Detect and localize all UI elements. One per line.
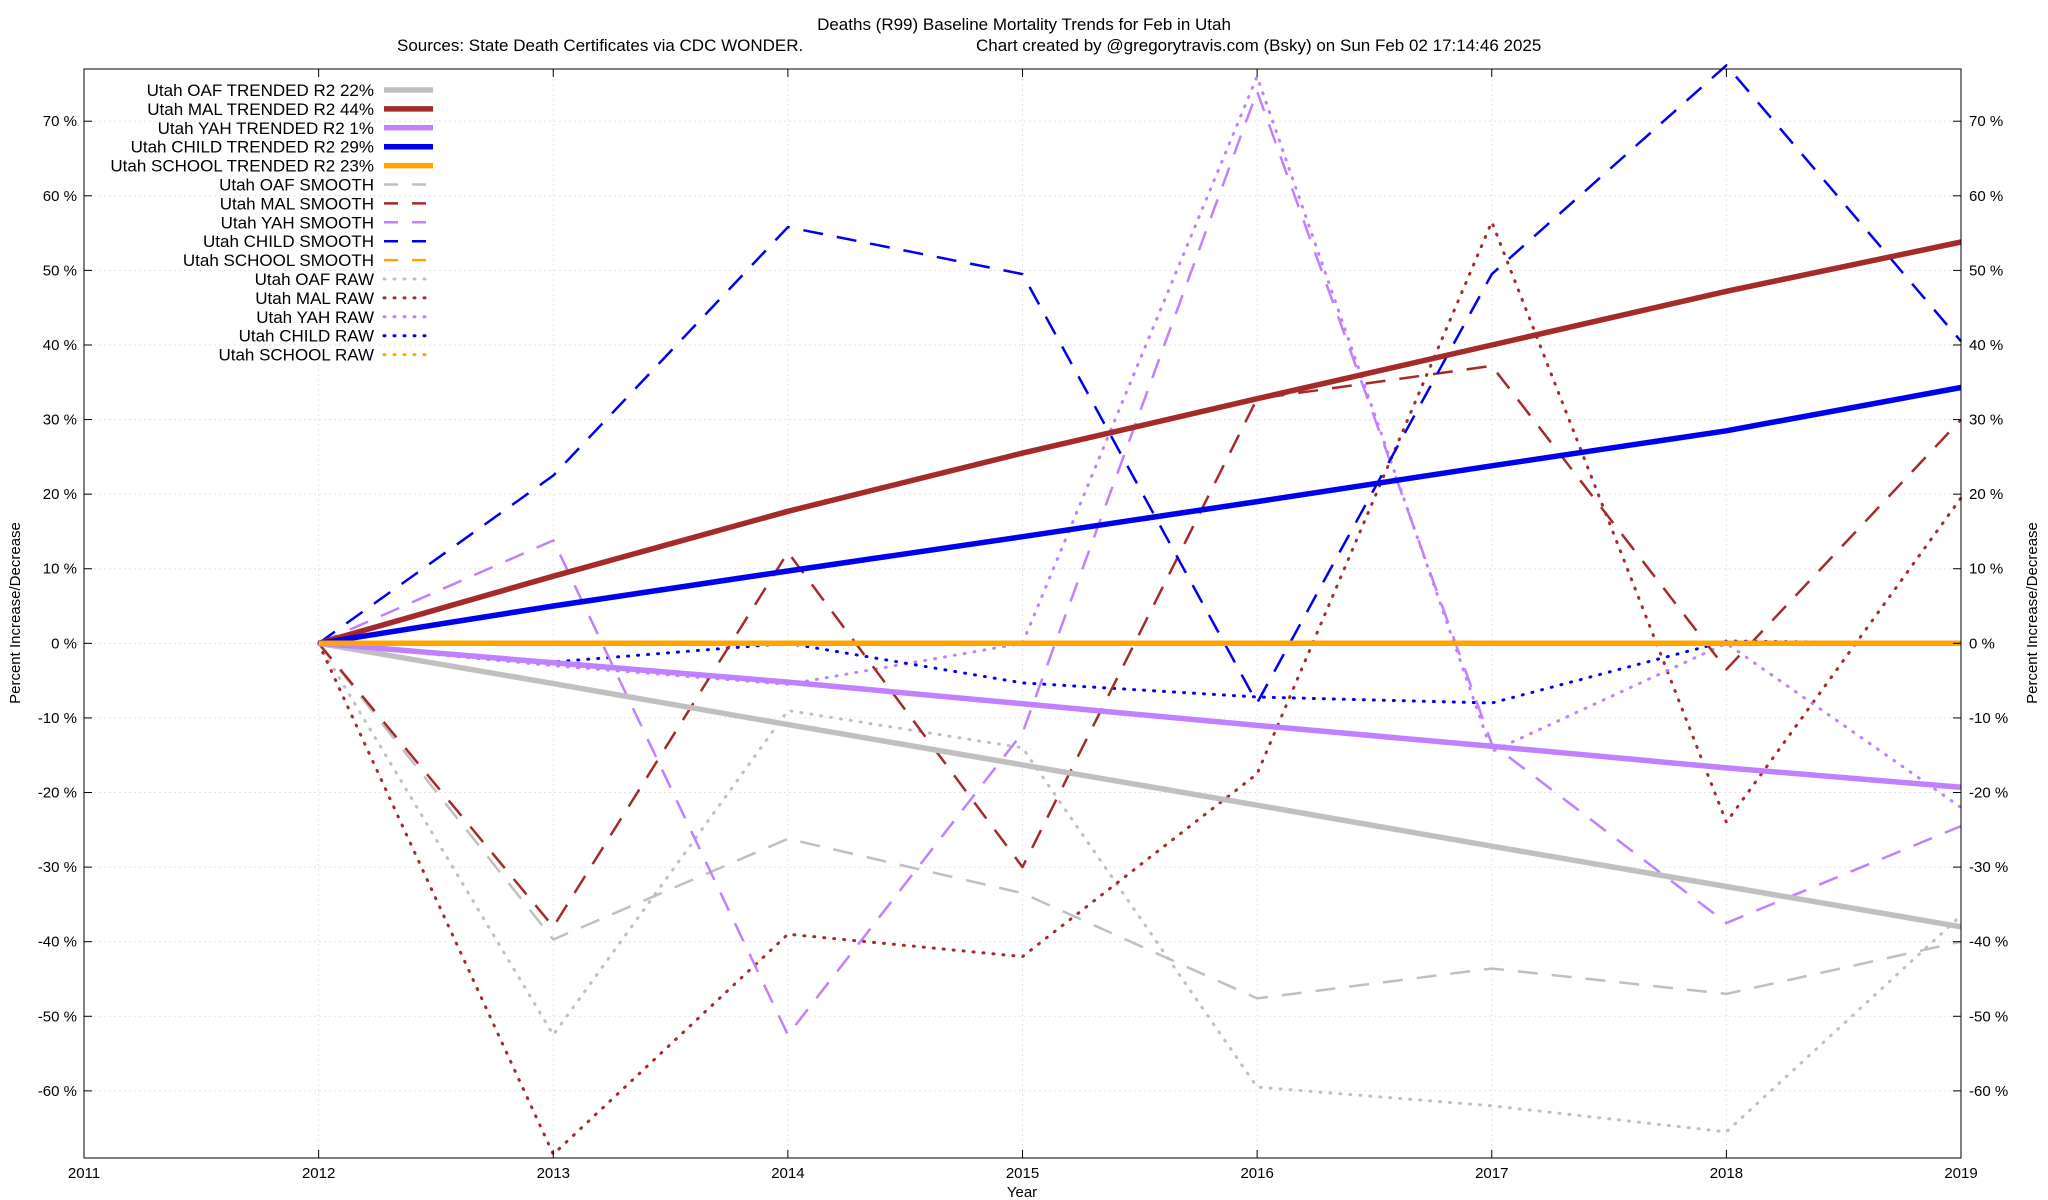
legend-label-utah-child-smooth: Utah CHILD SMOOTH [203, 232, 374, 251]
series-line-utah-mal-trended-r2 [317, 239, 1962, 646]
x-tick-label-2015: 2015 [1006, 1165, 1039, 1182]
series-line-utah-oaf-smooth [317, 642, 1962, 1000]
legend: Utah OAF TRENDED R2 22%Utah MAL TRENDED … [110, 81, 435, 365]
series-line-utah-mal-smooth [317, 364, 1962, 929]
grid-lines [84, 69, 1961, 1158]
y-axis-label-left: Percent Increase/Decrease [7, 522, 24, 704]
legend-label-utah-school-raw: Utah SCHOOL RAW [218, 346, 374, 365]
legend-label-utah-oaf-raw: Utah OAF RAW [255, 270, 374, 289]
y-tick-label-left--10: -10 % [38, 710, 77, 727]
series-line-utah-child-trended-r2 [318, 384, 1962, 647]
legend-label-utah-oaf-smooth: Utah OAF SMOOTH [219, 176, 374, 195]
chart-title: Deaths (R99) Baseline Mortality Trends f… [817, 15, 1231, 34]
legend-label-utah-mal-trended-r2: Utah MAL TRENDED R2 44% [147, 100, 374, 119]
legend-label-utah-child-raw: Utah CHILD RAW [239, 327, 374, 346]
series-line-utah-child-raw [317, 639, 1963, 705]
y-tick-label-right--30: -30 % [1969, 859, 2008, 876]
series-line-utah-oaf-raw [317, 641, 1963, 1134]
y-tick-label-right-10: 10 % [1969, 561, 2003, 578]
y-tick-label-left--40: -40 % [38, 934, 77, 951]
legend-label-utah-oaf-trended-r2: Utah OAF TRENDED R2 22% [147, 81, 374, 100]
y-tick-label-right-20: 20 % [1969, 486, 2003, 503]
y-tick-label-right-60: 60 % [1969, 188, 2003, 205]
legend-label-utah-yah-trended-r2: Utah YAH TRENDED R2 1% [158, 119, 374, 138]
series-line-utah-yah-trended-r2 [318, 640, 1962, 791]
y-tick-label-right--10: -10 % [1969, 710, 2008, 727]
series-line-utah-child-smooth [317, 64, 1962, 705]
y-tick-label-left-30: 30 % [43, 412, 77, 429]
series-line-utah-yah-smooth [318, 90, 1962, 1037]
y-tick-label-left-70: 70 % [43, 113, 77, 130]
y-tick-label-left-0: 0 % [51, 635, 77, 652]
legend-label-utah-yah-raw: Utah YAH RAW [256, 308, 374, 327]
y-tick-label-left-20: 20 % [43, 486, 77, 503]
series-line-utah-oaf-trended-r2 [318, 640, 1962, 930]
axis-ticks: 2011 2012 2013 2014 2015 2016 2017 2018 2019 70 %… [38, 69, 2008, 1182]
y-tick-label-right--20: -20 % [1969, 785, 2008, 802]
x-tick-label-2018: 2018 [1710, 1165, 1743, 1182]
y-tick-label-right-50: 50 % [1969, 262, 2003, 279]
legend-label-utah-mal-smooth: Utah MAL SMOOTH [220, 194, 374, 213]
y-tick-label-right--50: -50 % [1969, 1008, 2008, 1025]
y-tick-label-left-40: 40 % [43, 337, 77, 354]
y-tick-label-left--30: -30 % [38, 859, 77, 876]
x-tick-label-2013: 2013 [537, 1165, 570, 1182]
y-tick-label-left--20: -20 % [38, 785, 77, 802]
y-tick-label-left-10: 10 % [43, 561, 77, 578]
x-tick-label-2016: 2016 [1240, 1165, 1273, 1182]
x-tick-label-2014: 2014 [771, 1165, 804, 1182]
x-tick-label-2011: 2011 [68, 1165, 100, 1182]
y-tick-label-left-50: 50 % [43, 262, 77, 279]
y-tick-label-right--40: -40 % [1969, 934, 2008, 951]
legend-label-utah-mal-raw: Utah MAL RAW [255, 289, 374, 308]
legend-label-utah-school-smooth: Utah SCHOOL SMOOTH [183, 251, 374, 270]
series-layer [317, 64, 1963, 1156]
y-tick-label-right--60: -60 % [1969, 1083, 2008, 1100]
x-axis-label: Year [1007, 1184, 1037, 1200]
chart-subtitle-sources: Sources: State Death Certificates via CD… [397, 36, 803, 55]
y-tick-label-left--50: -50 % [38, 1008, 77, 1025]
y-tick-label-right-30: 30 % [1969, 412, 2003, 429]
y-tick-label-right-70: 70 % [1969, 113, 2003, 130]
x-tick-label-2017: 2017 [1475, 1165, 1508, 1182]
y-tick-label-left--60: -60 % [38, 1083, 77, 1100]
legend-label-utah-yah-smooth: Utah YAH SMOOTH [221, 213, 374, 232]
y-tick-label-left-60: 60 % [43, 188, 77, 205]
chart-subtitle-credit: Chart created by @gregorytravis.com (Bsk… [976, 36, 1541, 55]
y-tick-label-right-40: 40 % [1969, 337, 2003, 354]
x-tick-label-2012: 2012 [302, 1165, 335, 1182]
series-line-utah-yah-raw [317, 75, 1963, 809]
legend-label-utah-school-trended-r2: Utah SCHOOL TRENDED R2 23% [110, 157, 374, 176]
x-tick-label-2019: 2019 [1944, 1165, 1977, 1182]
legend-label-utah-child-trended-r2: Utah CHILD TRENDED R2 29% [131, 138, 374, 157]
y-axis-label-right: Percent Increase/Decrease [2024, 522, 2041, 704]
y-tick-label-right-0: 0 % [1969, 635, 1995, 652]
